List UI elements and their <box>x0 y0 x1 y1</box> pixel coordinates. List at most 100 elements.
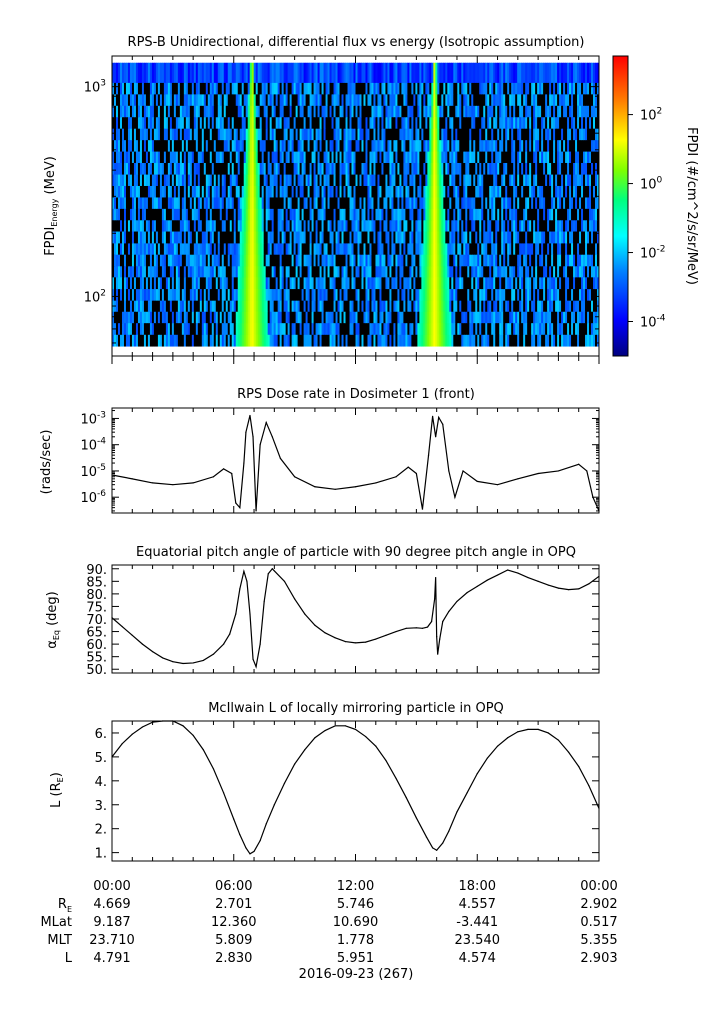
spectrogram-cell <box>451 254 454 267</box>
spectrogram-cell <box>377 254 380 267</box>
spectrogram-cell <box>297 242 301 255</box>
spectrogram-cell <box>339 105 343 118</box>
spectrogram-cell <box>135 162 139 175</box>
spectrogram-cell <box>573 276 576 290</box>
spectrogram-cell <box>455 265 458 278</box>
spectrogram-cell <box>309 311 313 324</box>
spectrogram-cell <box>117 334 121 347</box>
spectrogram-cell <box>385 276 388 290</box>
spectrogram-cell <box>545 334 548 347</box>
spectrogram-cell <box>217 265 221 278</box>
spectrogram-cell <box>423 128 426 141</box>
spectrogram-cell <box>267 162 271 175</box>
spectrogram-cell <box>145 311 149 324</box>
spectrogram-cell <box>249 334 253 347</box>
spectrogram-cell <box>335 151 339 163</box>
spectrogram-cell <box>347 219 351 232</box>
spectrogram-cell <box>207 116 211 129</box>
spectrogram-cell <box>277 219 281 232</box>
spectrogram-cell <box>277 128 281 141</box>
spectrogram-cell <box>137 185 141 198</box>
spectrogram-cell <box>153 334 157 347</box>
spectrogram-cell <box>243 231 247 244</box>
spectrogram-cell <box>195 139 199 152</box>
spectrogram-cell <box>515 219 518 232</box>
spectrogram-cell <box>437 185 440 198</box>
spectrogram-cell <box>187 242 191 255</box>
spectrogram-cell <box>239 242 243 255</box>
spectrogram-cell <box>329 300 333 312</box>
spectrogram-cell <box>209 151 213 163</box>
spectrogram-cell <box>355 174 358 186</box>
spectrogram-cell <box>405 254 408 267</box>
spectrogram-cell <box>215 219 219 232</box>
spectrogram-cell <box>373 242 376 255</box>
spectrogram-cell <box>507 185 510 198</box>
spectrogram-cell <box>385 265 388 278</box>
spectrogram-cell <box>183 139 187 152</box>
spectrogram-cell <box>465 265 468 278</box>
spectrogram-cell <box>125 276 129 290</box>
spectrogram-cell <box>327 139 331 152</box>
spectrogram-cell <box>463 311 466 324</box>
spectrogram-cell <box>199 242 203 255</box>
spectrogram-cell <box>139 116 143 129</box>
spectrogram-cell <box>379 300 382 312</box>
spectrogram-cell <box>313 208 317 221</box>
spectrogram-cell <box>195 231 199 244</box>
spectrogram-cell <box>385 334 388 347</box>
spectrogram-cell <box>563 300 566 312</box>
spectrogram-cell <box>113 128 117 141</box>
spectrogram-cell <box>405 311 408 324</box>
spectrogram-cell <box>503 231 506 244</box>
spectrogram-cell <box>249 265 253 278</box>
spectrogram-cell <box>209 174 213 186</box>
spectrogram-cell <box>291 322 295 335</box>
spectrogram-cell <box>157 288 161 301</box>
spectrogram-cell <box>423 254 426 267</box>
spectrogram-cell <box>501 311 504 324</box>
spectrogram-cell <box>297 196 301 209</box>
spectrogram-cell <box>515 311 518 324</box>
spectrogram-cell <box>365 128 368 141</box>
spectrogram-cell <box>269 116 273 129</box>
spectrogram-cell <box>287 128 291 141</box>
spectrogram-cell <box>363 311 366 324</box>
spectrogram-cell <box>225 151 229 163</box>
spectrogram-cell <box>377 151 380 163</box>
spectrogram-cell <box>163 139 167 152</box>
spectrogram-cell <box>205 116 209 129</box>
spectrogram-cell <box>353 288 356 301</box>
spectrogram-cell <box>299 219 303 232</box>
spectrogram-cell <box>203 334 207 347</box>
spectrogram-cell <box>441 174 444 186</box>
spectrogram-cell <box>359 116 362 129</box>
spectrogram-cell <box>315 185 319 198</box>
spectrogram-cell <box>361 174 364 186</box>
spectrogram-cell <box>489 185 492 198</box>
spectrogram-cell <box>177 174 181 186</box>
spectrogram-cell <box>253 311 257 324</box>
spectrogram-cell <box>113 288 117 301</box>
spectrogram-cell <box>339 276 343 290</box>
spectrogram-cell <box>431 334 434 347</box>
spectrogram-cell <box>283 162 287 175</box>
spectrogram-cell <box>183 162 187 175</box>
spectrogram-cell <box>219 254 223 267</box>
spectrogram-cell <box>157 322 161 335</box>
spectrogram-cell <box>285 196 289 209</box>
spectrogram-cell <box>585 208 588 221</box>
spectrogram-cell <box>531 231 534 244</box>
spectrogram-cell <box>479 139 482 152</box>
spectrogram-cell <box>163 334 167 347</box>
spectrogram-cell <box>211 185 215 198</box>
spectrogram-cell <box>235 128 239 141</box>
spectrogram-cell <box>463 219 466 232</box>
spectrogram-cell <box>311 311 315 324</box>
spectrogram-cell <box>221 185 225 198</box>
spectrogram-cell <box>159 208 163 221</box>
spectrogram-cell <box>579 196 582 209</box>
spectrogram-cell <box>541 116 544 129</box>
spectrogram-cell <box>187 334 191 347</box>
spectrogram-cell <box>325 334 329 347</box>
